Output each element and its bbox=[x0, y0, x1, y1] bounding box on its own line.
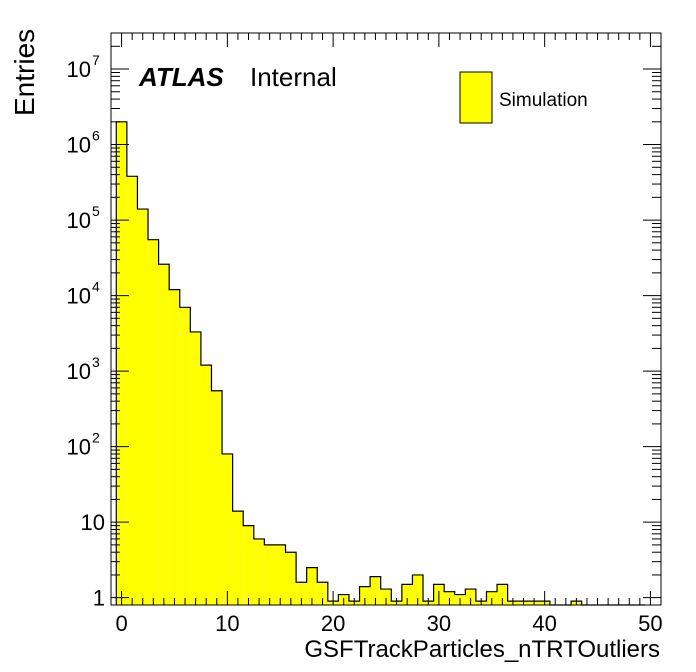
atlas-label: ATLAS bbox=[138, 62, 224, 92]
y-tick-label: 10 bbox=[67, 435, 91, 460]
histogram-bar bbox=[317, 582, 328, 605]
histogram-bar bbox=[497, 584, 508, 605]
histogram-bar bbox=[380, 589, 392, 605]
histogram-bar bbox=[190, 331, 201, 605]
legend: Simulation bbox=[459, 71, 588, 124]
histogram-bar bbox=[169, 289, 180, 605]
histogram-bar bbox=[306, 567, 318, 605]
y-tick-exponent: 4 bbox=[92, 279, 100, 295]
y-axis-label: Entries bbox=[9, 29, 40, 116]
y-tick-exponent: 3 bbox=[92, 354, 100, 370]
legend-swatch bbox=[459, 71, 493, 124]
x-axis-label: GSFTrackParticles_nTRTOutliers bbox=[304, 636, 660, 663]
histogram-bar bbox=[126, 176, 138, 605]
y-tick-label: 10 bbox=[67, 359, 91, 384]
histogram-bar bbox=[211, 390, 223, 605]
histogram-bar bbox=[253, 538, 265, 605]
histogram-bar bbox=[412, 574, 424, 605]
x-tick-label: 40 bbox=[532, 611, 556, 636]
histogram-bar bbox=[200, 365, 212, 605]
histogram-bar bbox=[232, 511, 244, 605]
y-tick-exponent: 5 bbox=[92, 203, 100, 219]
histogram-outline bbox=[115, 121, 646, 606]
histogram-bar bbox=[359, 586, 371, 605]
histogram-bar bbox=[179, 307, 191, 605]
y-tick-exponent: 2 bbox=[92, 430, 100, 446]
histogram-bar bbox=[296, 582, 307, 605]
y-tick-label: 1 bbox=[93, 586, 105, 611]
histogram-bar bbox=[401, 584, 413, 605]
internal-label: Internal bbox=[250, 62, 337, 92]
x-tick-label: 0 bbox=[115, 611, 127, 636]
histogram-bar bbox=[148, 239, 159, 605]
y-tick-label: 10 bbox=[67, 57, 91, 82]
histogram-bar bbox=[116, 121, 127, 606]
x-tick-label: 30 bbox=[427, 611, 451, 636]
histogram-bar bbox=[274, 544, 286, 605]
y-tick-label: 10 bbox=[67, 133, 91, 158]
y-tick-label: 10 bbox=[67, 208, 91, 233]
x-tick-label: 10 bbox=[215, 611, 239, 636]
histogram-bar bbox=[137, 209, 149, 605]
y-tick-label: 10 bbox=[67, 284, 91, 309]
y-tick-label: 10 bbox=[81, 510, 105, 535]
x-axis-ticks: 0 10 20 30 40 50 bbox=[115, 33, 663, 636]
histogram-bar bbox=[264, 544, 275, 605]
histogram-bar bbox=[243, 525, 254, 605]
legend-label: Simulation bbox=[499, 90, 588, 111]
y-tick-exponent: 6 bbox=[92, 128, 100, 144]
histogram-bar bbox=[370, 576, 381, 605]
x-tick-label: 50 bbox=[638, 611, 662, 636]
plot-frame bbox=[110, 32, 662, 606]
histogram-bar bbox=[158, 264, 170, 605]
x-tick-label: 20 bbox=[321, 611, 345, 636]
histogram-bar bbox=[285, 552, 297, 605]
y-tick-exponent: 7 bbox=[92, 52, 100, 68]
histogram-bar bbox=[465, 589, 476, 605]
histogram-bar bbox=[222, 453, 233, 605]
